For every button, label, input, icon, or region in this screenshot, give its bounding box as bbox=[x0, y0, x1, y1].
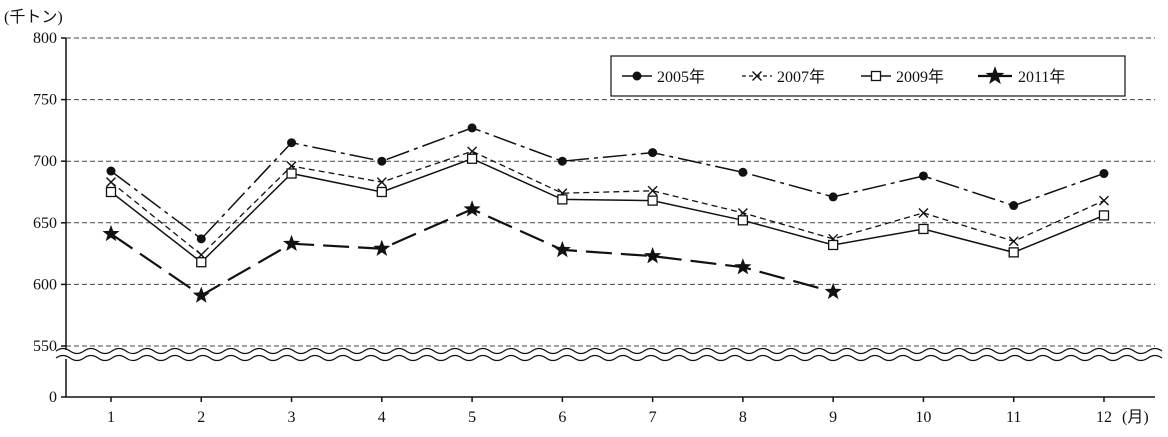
cross-stroke bbox=[1008, 236, 1019, 247]
series-layer bbox=[102, 123, 1110, 303]
x-tick-label: 9 bbox=[829, 409, 837, 426]
x-tick-label: 4 bbox=[378, 409, 386, 426]
y-tick-label: 650 bbox=[33, 215, 57, 232]
data-point bbox=[1008, 236, 1019, 247]
legend-label: 2009年 bbox=[896, 68, 944, 86]
axis-break-gap bbox=[54, 350, 1163, 359]
series-line bbox=[110, 150, 1105, 256]
data-point bbox=[557, 194, 568, 205]
y-tick-label: 800 bbox=[33, 30, 57, 47]
x-tick-label: 11 bbox=[1006, 409, 1021, 426]
data-point bbox=[918, 171, 928, 181]
data-point bbox=[196, 234, 206, 244]
data-point bbox=[196, 257, 207, 268]
axis-break-wave bbox=[55, 347, 1163, 355]
series-line bbox=[110, 157, 1105, 264]
data-point bbox=[1009, 201, 1019, 211]
data-point bbox=[467, 123, 477, 133]
legend: 2005年 2007年 2009年 2011年 bbox=[610, 55, 1126, 97]
data-point bbox=[553, 240, 571, 258]
legend-label: 2011年 bbox=[1018, 68, 1065, 86]
data-point bbox=[648, 148, 658, 158]
data-point bbox=[1099, 169, 1109, 179]
legend-item: 2005年 bbox=[622, 68, 705, 86]
y-tick-label: 600 bbox=[33, 276, 57, 293]
data-point bbox=[106, 177, 116, 188]
series-3 bbox=[105, 153, 1110, 268]
series-1 bbox=[106, 123, 1109, 244]
data-point bbox=[647, 185, 658, 196]
legend-marker bbox=[632, 71, 642, 81]
y-tick-label: 700 bbox=[33, 153, 57, 170]
cross-stroke bbox=[918, 207, 929, 218]
x-tick-label: 3 bbox=[288, 409, 296, 426]
data-point bbox=[647, 195, 658, 206]
x-tick-label: 12 bbox=[1096, 409, 1112, 426]
series-4 bbox=[102, 200, 842, 303]
legend-item: 2007年 bbox=[742, 68, 825, 86]
data-point bbox=[734, 258, 752, 275]
y-axis-unit-label: (千トン) bbox=[4, 8, 63, 26]
x-tick-label: 1 bbox=[107, 409, 115, 426]
data-point bbox=[644, 247, 662, 264]
x-tick-label: 8 bbox=[739, 409, 747, 426]
legend-item: 2011年 bbox=[978, 66, 1065, 86]
legend-item: 2009年 bbox=[861, 68, 944, 86]
axis-break-wave bbox=[55, 354, 1163, 362]
x-tick-label: 5 bbox=[468, 409, 476, 426]
data-point bbox=[828, 192, 838, 202]
cross-stroke bbox=[376, 177, 387, 188]
y-tick-label: 750 bbox=[33, 92, 57, 109]
data-point bbox=[282, 234, 301, 252]
legend-marker bbox=[985, 66, 1005, 85]
data-point bbox=[828, 239, 839, 251]
data-point bbox=[192, 286, 210, 303]
data-point bbox=[106, 166, 116, 176]
cross-stroke bbox=[1098, 195, 1109, 206]
x-tick-label: 7 bbox=[649, 409, 657, 426]
series-2 bbox=[106, 146, 1109, 260]
cross-stroke bbox=[752, 71, 762, 81]
data-point bbox=[102, 224, 120, 242]
x-tick-label: 10 bbox=[915, 409, 931, 426]
series-line bbox=[110, 207, 834, 297]
data-point bbox=[918, 223, 929, 235]
data-point bbox=[824, 282, 842, 300]
legend-label: 2007年 bbox=[777, 68, 825, 86]
data-point bbox=[918, 207, 929, 218]
grid-lines bbox=[66, 37, 1155, 347]
x-axis-unit-label: (月) bbox=[1122, 409, 1149, 426]
cross-stroke bbox=[106, 177, 116, 188]
axis-break bbox=[54, 347, 1163, 362]
cross-stroke bbox=[647, 185, 658, 196]
data-point bbox=[287, 138, 297, 148]
data-point bbox=[377, 156, 387, 166]
legend-marker bbox=[870, 70, 882, 82]
data-point bbox=[466, 153, 478, 164]
data-point bbox=[1008, 247, 1019, 258]
data-point bbox=[376, 186, 387, 198]
x-tick-label: 6 bbox=[558, 409, 566, 426]
data-point bbox=[463, 200, 481, 217]
data-point bbox=[105, 186, 117, 198]
data-point bbox=[286, 168, 297, 179]
x-tick-label: 2 bbox=[197, 409, 205, 426]
data-point bbox=[1098, 210, 1110, 221]
data-point bbox=[738, 167, 748, 177]
data-point bbox=[1098, 195, 1109, 206]
legend-label: 2005年 bbox=[657, 68, 705, 86]
y-tick-label: 550 bbox=[33, 338, 57, 355]
y-tick-label: 0 bbox=[49, 389, 57, 406]
data-point bbox=[557, 156, 567, 166]
series-line bbox=[110, 127, 1105, 240]
data-point bbox=[737, 215, 749, 226]
legend-marker bbox=[752, 71, 762, 81]
data-point bbox=[373, 239, 391, 256]
data-point bbox=[376, 177, 387, 188]
